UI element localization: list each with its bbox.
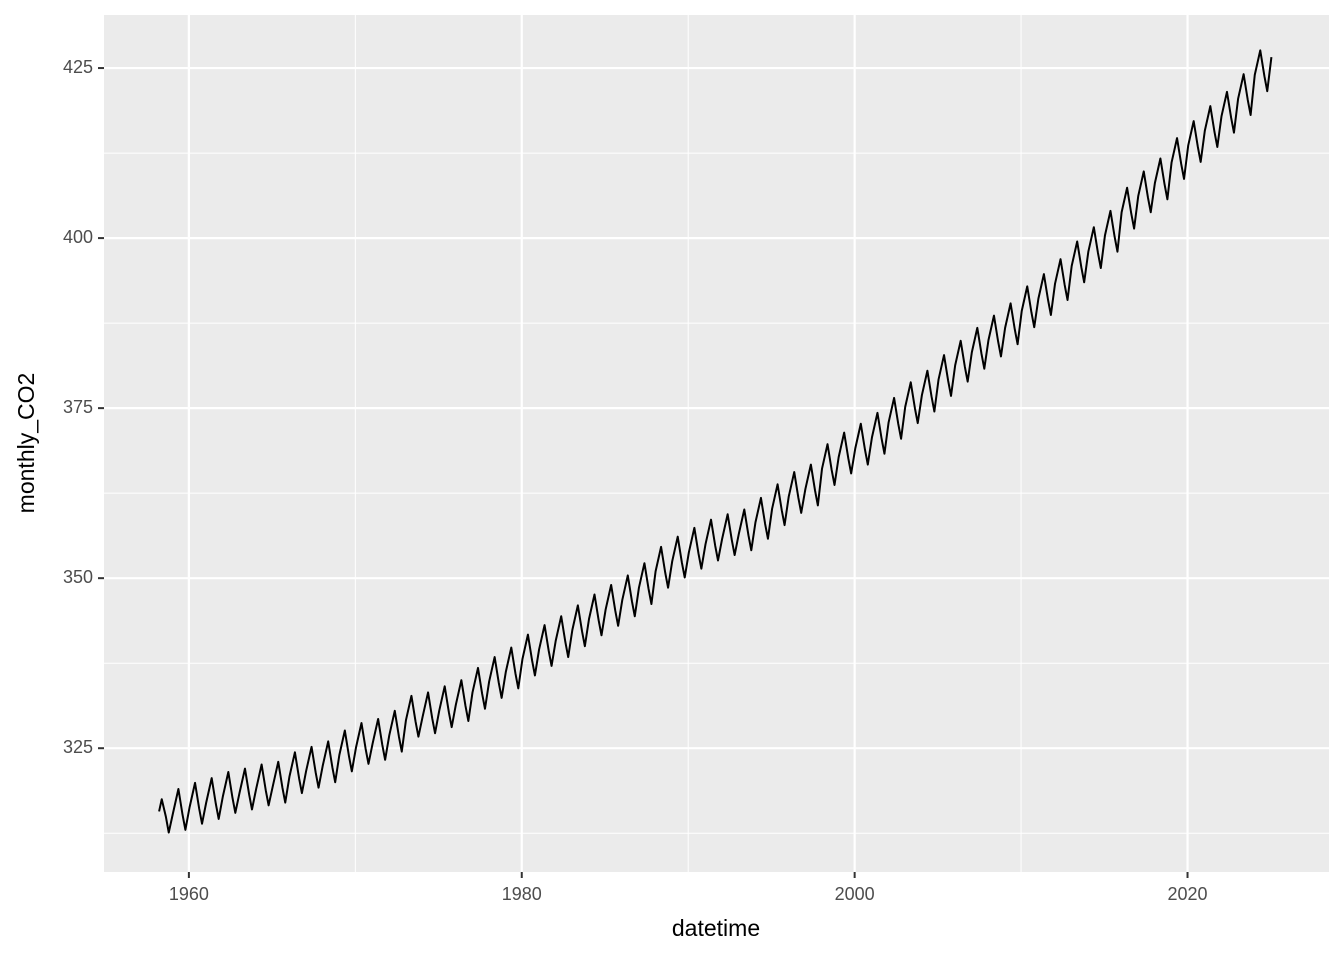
y-tick-label: 400 xyxy=(63,227,93,247)
marks xyxy=(158,49,1273,834)
y-axis-title: monthly_CO2 xyxy=(13,373,39,514)
plot-panel xyxy=(104,15,1329,872)
x-tick-label: 1960 xyxy=(169,884,209,904)
y-tick-label: 325 xyxy=(63,737,93,757)
x-axis-title: datetime xyxy=(672,915,760,941)
data-line xyxy=(158,49,1273,834)
y-tick-label: 350 xyxy=(63,567,93,587)
x-tick-label: 1980 xyxy=(502,884,542,904)
x-tick-label: 2020 xyxy=(1168,884,1208,904)
y-tick-label: 425 xyxy=(63,57,93,77)
x-tick-label: 2000 xyxy=(835,884,875,904)
y-tick-label: 375 xyxy=(63,397,93,417)
